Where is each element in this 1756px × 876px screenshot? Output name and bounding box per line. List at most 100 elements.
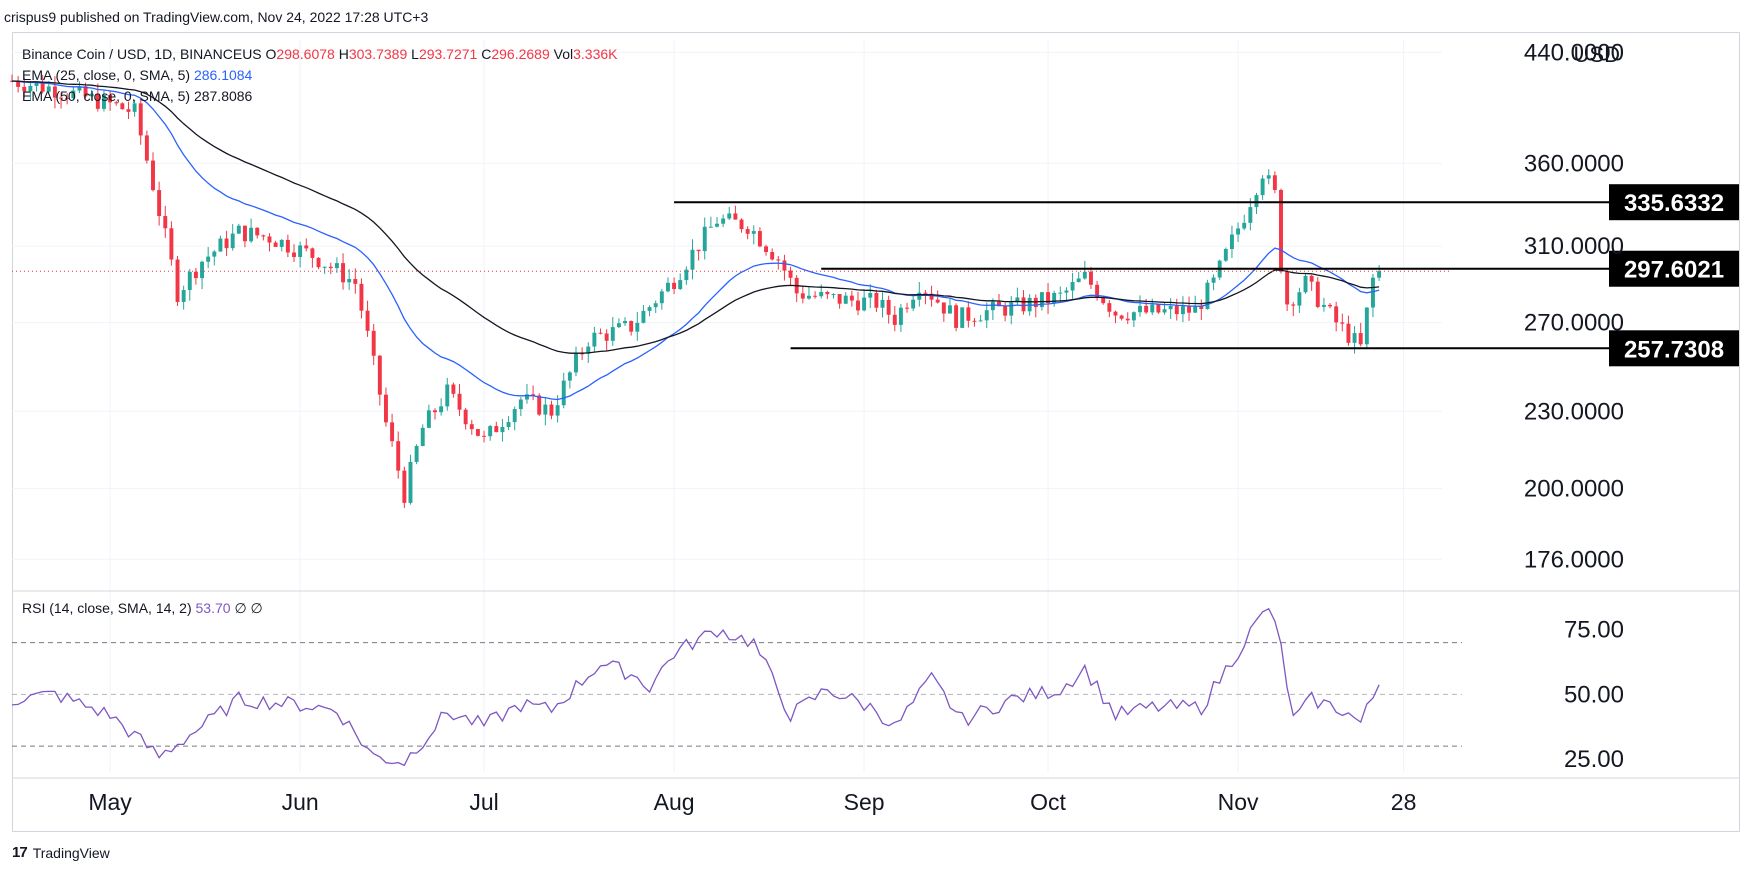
candle-body	[978, 320, 983, 322]
price-tick-label: 270.0000	[1524, 310, 1624, 337]
candle-body	[524, 394, 529, 400]
candle-body	[733, 213, 738, 220]
candle-body	[482, 435, 487, 437]
candle-body	[273, 242, 278, 247]
price-tick-label: 230.0000	[1524, 398, 1624, 425]
candle-body	[678, 280, 683, 290]
candle-body	[806, 295, 811, 299]
candle-body	[892, 314, 897, 325]
legend-open: 298.6078	[276, 46, 335, 62]
chart-frame	[12, 32, 1740, 832]
candle-body	[770, 252, 775, 260]
time-tick-label: 28	[1391, 789, 1417, 815]
candle-body	[727, 213, 732, 219]
candle-body	[843, 295, 848, 304]
candle-body	[1168, 306, 1173, 310]
candle-body	[518, 399, 523, 410]
legend-high: 303.7389	[348, 46, 408, 62]
level-label: 335.6332	[1624, 190, 1724, 217]
candle-body	[255, 227, 260, 236]
candle-body	[574, 353, 578, 373]
candle-body	[1039, 292, 1044, 308]
price-tick-label: 310.0000	[1524, 233, 1624, 260]
candle-body	[849, 295, 854, 301]
candle-body	[1334, 306, 1339, 323]
level-label: 257.7308	[1624, 336, 1724, 363]
footer-brand[interactable]: TradingView	[32, 844, 110, 861]
candle-body	[1125, 318, 1130, 321]
time-tick-label: Jun	[282, 789, 319, 815]
candle-body	[1187, 306, 1192, 313]
candle-body	[1346, 323, 1351, 343]
candle-body	[856, 300, 860, 311]
candle-body	[144, 135, 149, 161]
legend-ohlc-row: Binance Coin / USD, 1D, BINANCEUS O298.6…	[22, 44, 618, 65]
candle-body	[500, 427, 505, 433]
candle-body	[494, 426, 499, 433]
candle-body	[1340, 322, 1345, 324]
candle-body	[120, 103, 125, 110]
candle-body	[874, 293, 879, 308]
candle-body	[420, 427, 425, 447]
candle-body	[1260, 178, 1265, 196]
candle-body	[28, 85, 33, 92]
candle-body	[224, 238, 229, 249]
grid-layer	[12, 40, 1442, 772]
candle-body	[1064, 290, 1069, 293]
candle-body	[1199, 306, 1204, 310]
candle-body	[512, 409, 517, 423]
candle-body	[365, 310, 370, 331]
legend-open-label: O	[265, 46, 277, 62]
candle-body	[1315, 281, 1320, 307]
candle-body	[1101, 297, 1106, 304]
candle-body	[414, 446, 419, 462]
candle-body	[905, 307, 910, 309]
candle-body	[390, 422, 395, 442]
candle-body	[1242, 222, 1247, 229]
candle-body	[83, 86, 88, 97]
ema50-line	[11, 80, 1380, 354]
candle-body	[1279, 189, 1283, 272]
candle-body	[433, 410, 437, 413]
candle-body	[941, 302, 946, 314]
candle-body	[506, 422, 511, 428]
candle-body	[408, 461, 413, 503]
candle-body	[89, 93, 94, 97]
candle-body	[218, 238, 223, 252]
candle-body	[46, 86, 51, 92]
time-tick-label: Oct	[1030, 789, 1066, 815]
candle-body	[635, 322, 640, 332]
legend-high-label: H	[338, 46, 349, 62]
candle-body	[71, 90, 76, 99]
candle-body	[1248, 207, 1253, 223]
candle-body	[616, 323, 621, 328]
legend-ema50-label: EMA (50, close, 0, SMA, 5)	[22, 88, 191, 104]
candle-body	[1076, 278, 1081, 283]
candle-body	[1364, 307, 1369, 345]
candle-body	[469, 424, 474, 430]
candle-body	[328, 266, 333, 269]
candle-body	[531, 394, 536, 396]
candle-body	[1156, 304, 1161, 313]
rsi-tick-label: 25.00	[1564, 746, 1624, 773]
candle-body	[1285, 271, 1290, 305]
candle-body	[721, 218, 726, 224]
candle-body	[1352, 333, 1357, 343]
candle-body	[782, 260, 787, 271]
candle-body	[1321, 304, 1326, 307]
candle-body	[598, 332, 603, 334]
tradingview-logo[interactable]: 17	[12, 844, 28, 861]
candle-body	[1021, 297, 1026, 312]
candle-body	[898, 307, 903, 325]
legend-close-label: C	[481, 46, 492, 62]
candle-body	[138, 103, 143, 136]
candle-body	[715, 223, 719, 227]
candle-body	[745, 229, 750, 234]
legend-close: 296.2689	[491, 46, 550, 62]
candle-body	[157, 190, 162, 217]
candle-body	[702, 226, 707, 252]
level-label: 297.6021	[1624, 257, 1724, 284]
candle-body	[911, 299, 916, 309]
candle-body	[868, 293, 873, 298]
